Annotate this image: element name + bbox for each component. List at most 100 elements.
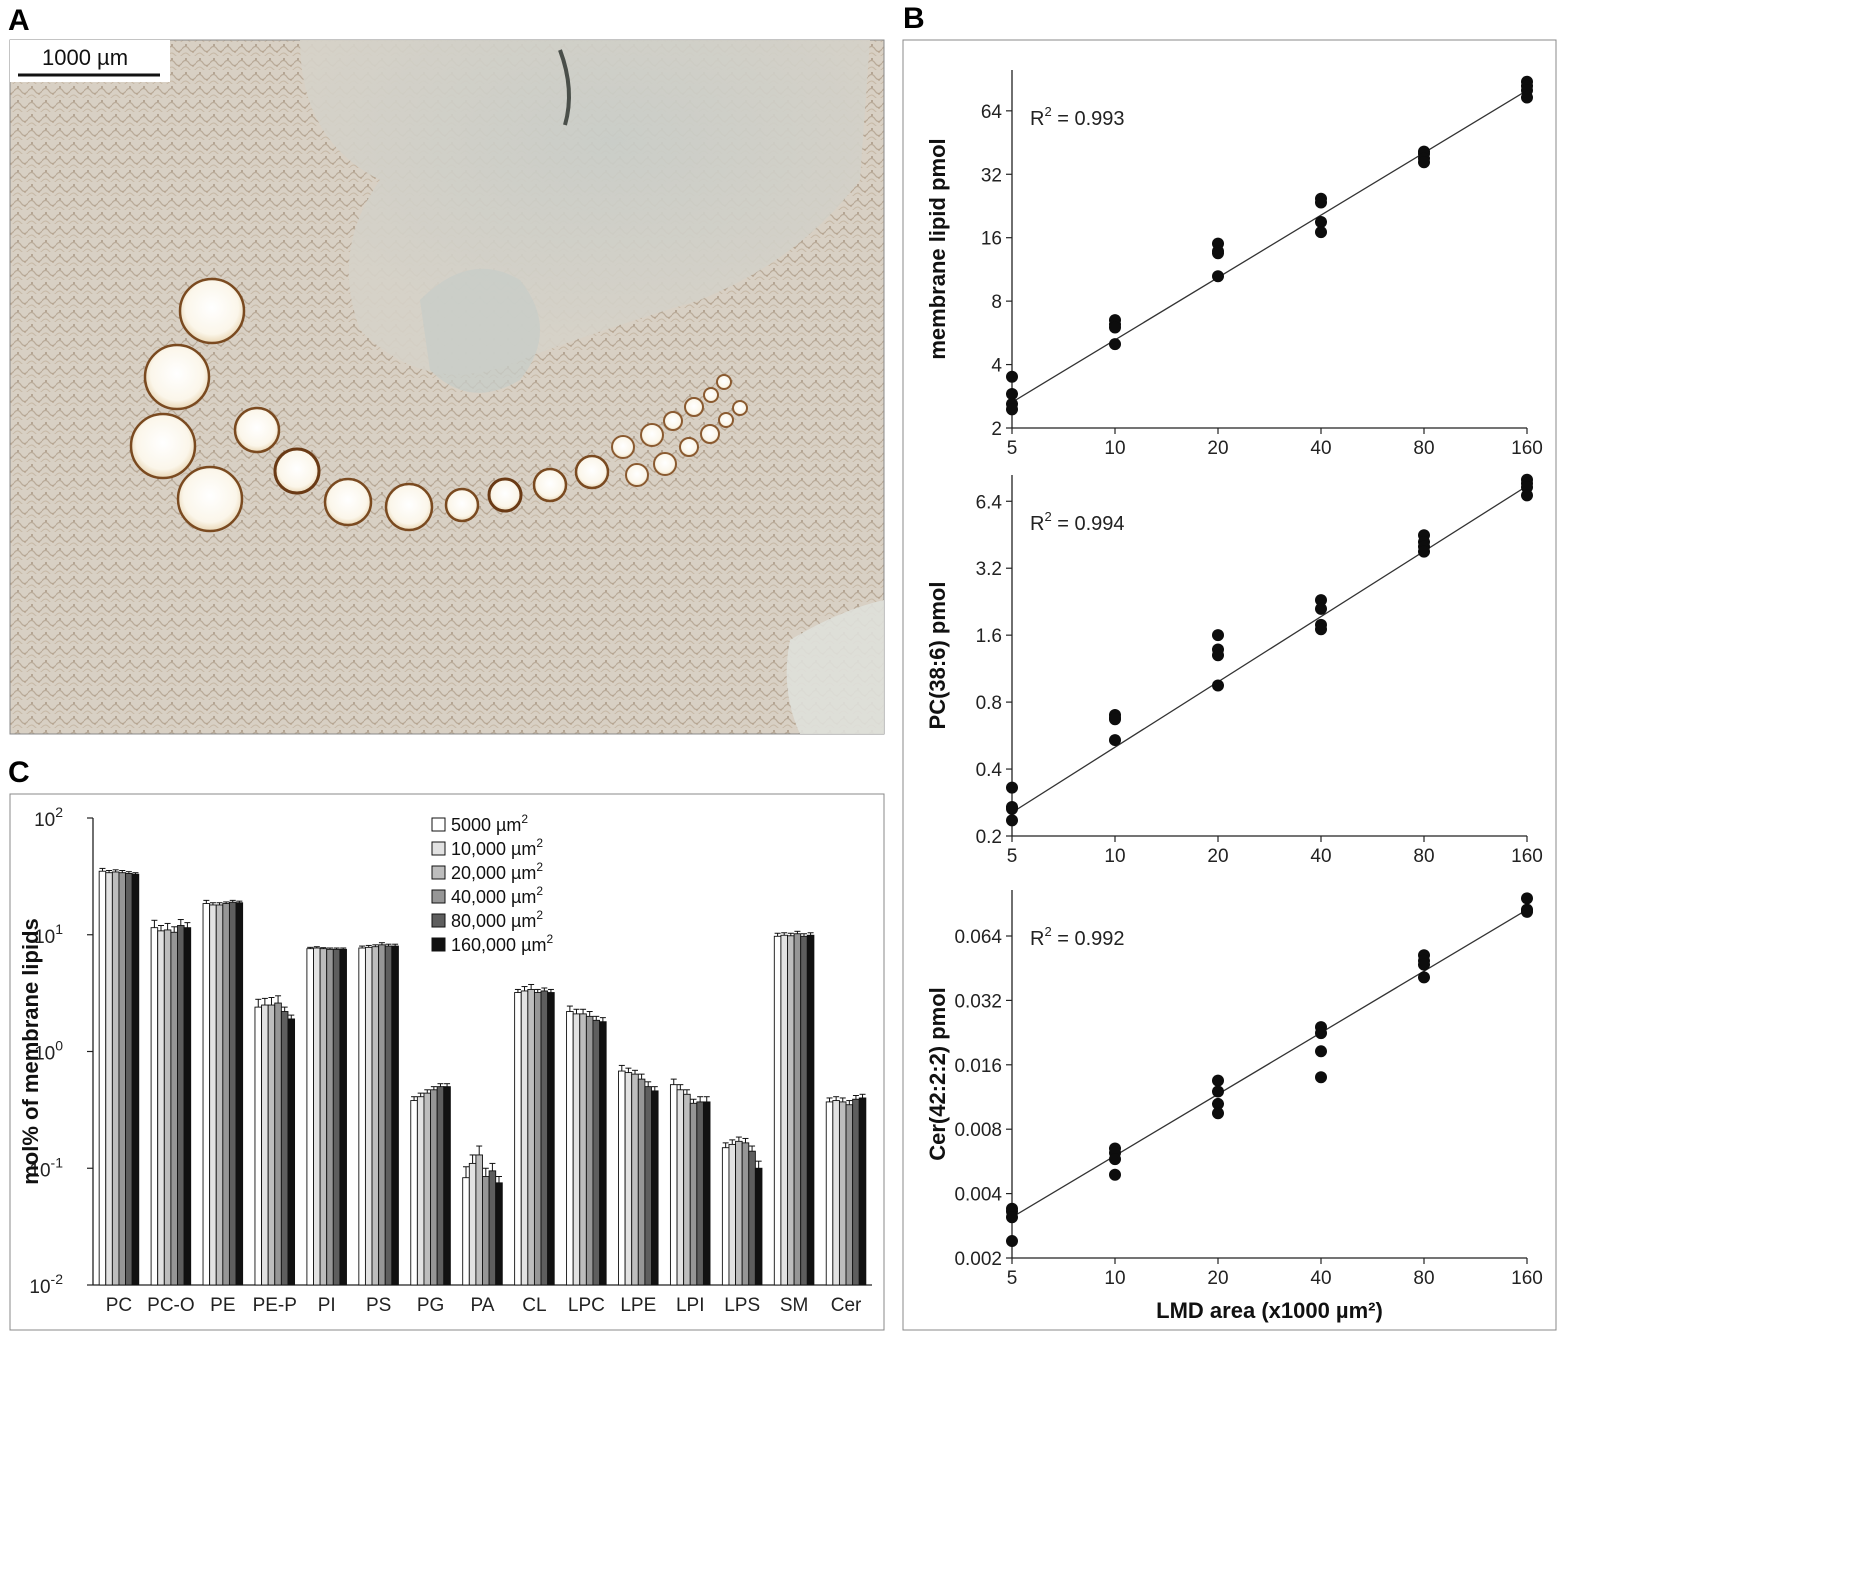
x-tick-label: 20 — [1207, 1268, 1228, 1289]
bar — [391, 945, 399, 1286]
lmd-hole — [700, 424, 720, 444]
bar — [514, 992, 522, 1286]
bar — [170, 931, 178, 1286]
lmd-hole — [384, 482, 434, 532]
data-point — [1212, 629, 1224, 642]
bar — [800, 935, 808, 1286]
bar — [845, 1104, 854, 1286]
bar — [105, 872, 113, 1286]
bar — [773, 935, 782, 1286]
bar — [319, 948, 328, 1286]
category-label: PS — [366, 1295, 391, 1316]
category-label: CL — [522, 1295, 546, 1316]
data-point — [1212, 1107, 1224, 1120]
y-tick-label: 10-1 — [29, 1154, 63, 1181]
bar — [566, 1011, 574, 1286]
legend-label-superscript: 2 — [536, 908, 543, 922]
y-tick-base: 10 — [29, 1160, 50, 1181]
bar — [364, 946, 373, 1286]
bar — [274, 1002, 282, 1286]
category-label: SM — [780, 1295, 809, 1316]
bar — [547, 992, 555, 1286]
bar — [585, 1015, 594, 1286]
scatter-plot-cer-42-2-2: 5 10 20 40 80 160 0.002 0.004 0.008 0.016 0.032 0.0… — [925, 890, 1543, 1323]
r-squared-r: R — [1030, 928, 1044, 950]
bar — [313, 947, 321, 1286]
bar — [572, 1013, 581, 1286]
lmd-hole — [732, 400, 748, 416]
x-tick-label: 10 — [1104, 1268, 1125, 1289]
data-point — [1212, 247, 1224, 260]
y-tick-label: 3.2 — [976, 559, 1002, 580]
bar — [430, 1089, 438, 1286]
r-squared-r: R — [1030, 513, 1044, 535]
bar — [689, 1102, 698, 1286]
data-point — [1315, 1045, 1327, 1058]
data-point — [1006, 1235, 1018, 1248]
scale-bar-label: 1000 µm — [42, 45, 128, 70]
data-point — [1418, 971, 1430, 984]
data-point — [1006, 387, 1018, 400]
legend-label-superscript: 2 — [536, 836, 543, 850]
data-point — [1109, 1168, 1121, 1181]
lmd-hole — [703, 387, 719, 403]
y-tick-exponent: 0 — [55, 1038, 63, 1054]
scatter-plot-pc-38-6: 5 10 20 40 80 160 0.2 0.4 0.8 1.6 3.2 6.4 PC(38:6) p… — [925, 473, 1543, 867]
data-point — [1521, 489, 1533, 502]
bar — [579, 1013, 587, 1286]
y-tick-exponent: -2 — [51, 1271, 64, 1287]
bar — [202, 903, 211, 1286]
legend-swatch — [431, 889, 446, 904]
lmd-hole — [640, 423, 664, 447]
y-tick-label: 10-2 — [29, 1271, 63, 1298]
category-label: PE-P — [253, 1295, 297, 1316]
y-tick-label: 4 — [991, 356, 1002, 377]
r-squared-r: R — [1030, 108, 1044, 130]
legend-swatch — [431, 913, 446, 928]
legend-label-text: 40,000 µm — [451, 887, 536, 907]
legend-swatch — [431, 841, 446, 856]
data-point — [1315, 594, 1327, 607]
y-tick-label: 100 — [34, 1038, 63, 1065]
panel-b-frame — [902, 39, 1557, 1331]
bar — [177, 925, 185, 1286]
x-tick-label: 160 — [1511, 1268, 1543, 1289]
category-label: LPS — [724, 1295, 760, 1316]
r-squared-label: R2 = 0.994 — [1030, 509, 1125, 535]
y-axis-title: mol% of membrane lipids — [18, 918, 43, 1185]
data-point — [1521, 905, 1533, 918]
panel-b-letter: B — [903, 2, 925, 35]
legend-label-text: 10,000 µm — [451, 839, 536, 859]
regression-line — [1011, 485, 1528, 814]
category-label: PA — [471, 1295, 495, 1316]
bar — [436, 1086, 445, 1286]
data-point — [1006, 370, 1018, 383]
bar — [683, 1093, 691, 1286]
legend-swatch — [431, 937, 446, 952]
bar — [669, 1084, 678, 1286]
tissue-edge — [786, 600, 884, 734]
bar — [624, 1072, 633, 1286]
category-label: Cer — [831, 1295, 862, 1316]
bar — [852, 1098, 860, 1286]
bar — [254, 1006, 263, 1286]
r-squared-superscript: 2 — [1044, 924, 1051, 939]
y-tick-label: 32 — [981, 165, 1002, 186]
data-point — [1212, 679, 1224, 692]
bar — [787, 935, 795, 1286]
data-point — [1212, 1097, 1224, 1110]
bar — [261, 1004, 269, 1286]
bar — [215, 904, 224, 1286]
legend-label-superscript: 2 — [546, 932, 553, 946]
lmd-hole — [679, 437, 699, 457]
bar — [228, 901, 237, 1286]
lmd-hole — [611, 435, 635, 459]
x-tick-label: 20 — [1207, 438, 1228, 459]
legend-label-text: 160,000 µm — [451, 935, 546, 955]
category-label: LPC — [568, 1295, 605, 1316]
data-point — [1006, 781, 1018, 794]
lmd-hole — [532, 467, 568, 503]
lmd-hole — [178, 277, 246, 345]
bar — [721, 1147, 730, 1286]
